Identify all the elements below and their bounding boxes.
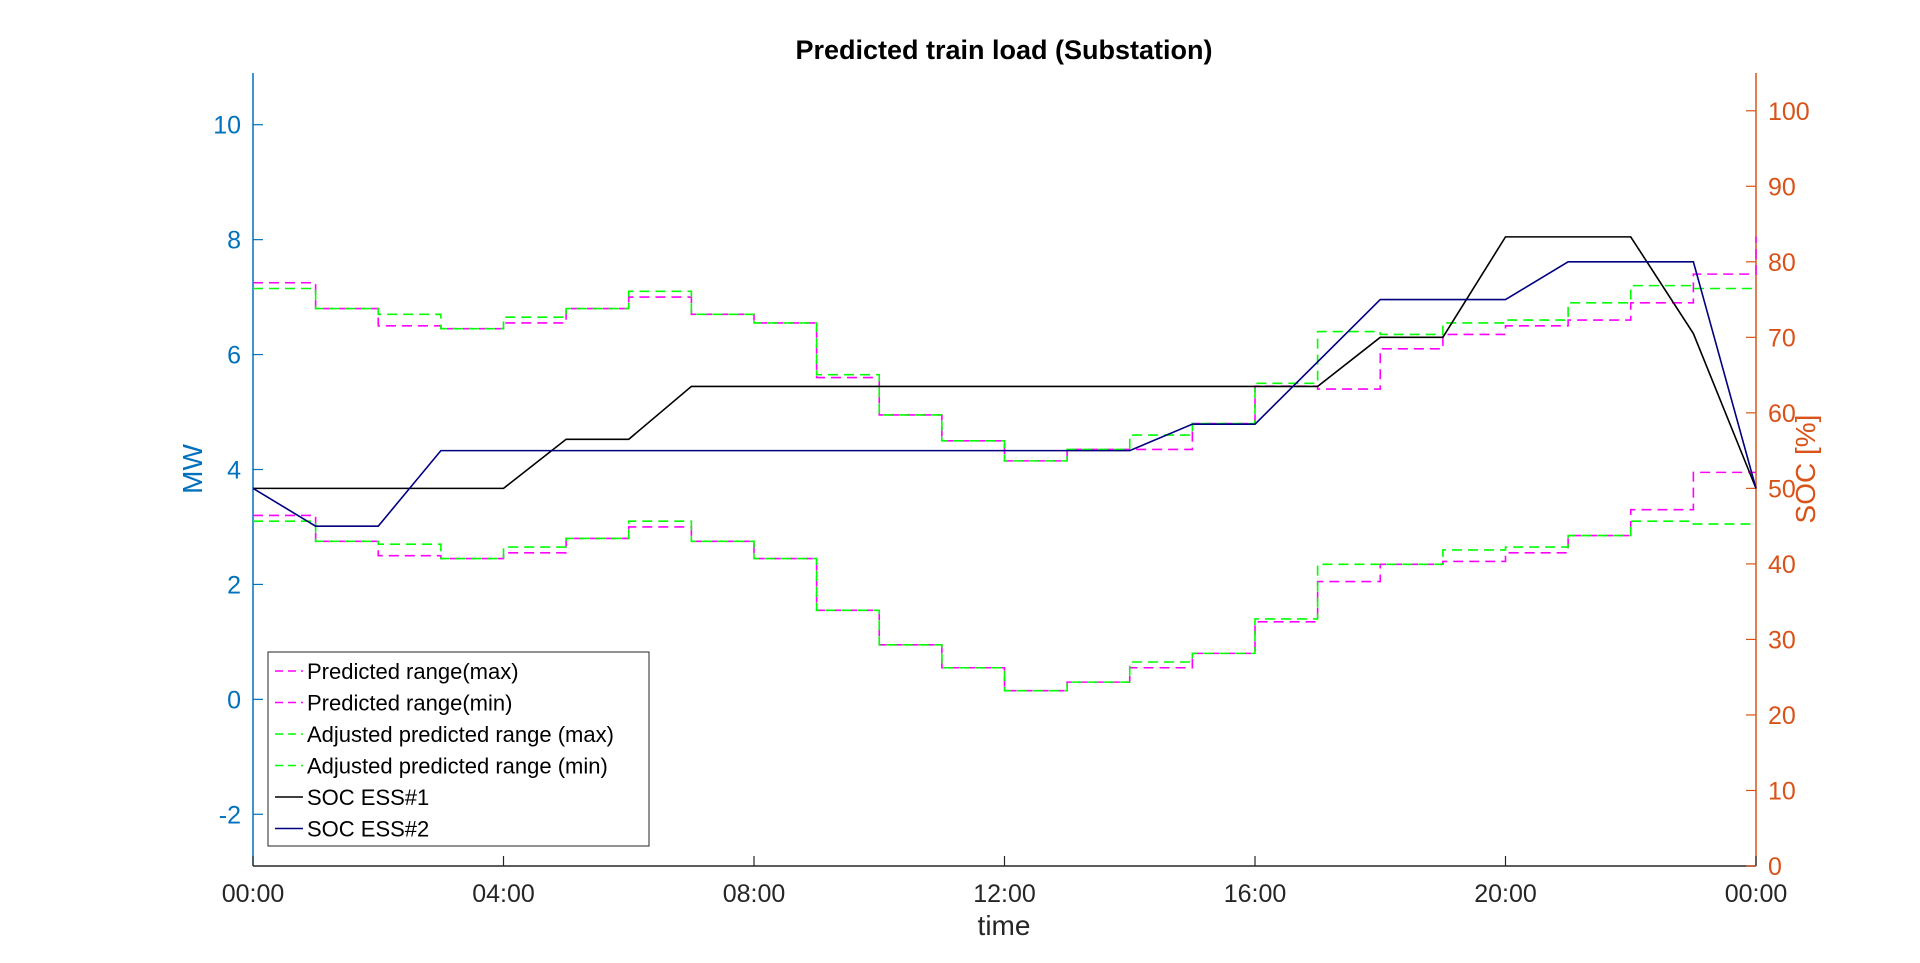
x-tick-label: 08:00 [723,880,786,908]
left-y-tick-label: 10 [213,112,241,140]
legend-label: Adjusted predicted range (max) [307,722,614,747]
right-y-tick-label: 90 [1768,173,1796,201]
x-tick-label: 00:00 [222,880,285,908]
legend-label: SOC ESS#1 [307,785,429,810]
y-ticks-right: 0 10 20 30 40 50 60 70 80 90 100 [1746,98,1810,881]
right-y-tick-label: 10 [1768,777,1796,805]
legend: Predicted range(max) Predicted range(min)… [267,651,650,847]
left-y-tick-label: 4 [227,457,241,485]
x-tick-label: 04:00 [472,880,535,908]
right-y-tick-label: 100 [1768,98,1810,126]
series-line-3 [253,284,1756,462]
series-line-1 [253,236,1757,462]
legend-items: Predicted range(max) Predicted range(min)… [275,659,614,842]
right-y-tick-label: 60 [1768,400,1796,428]
left-y-tick-label: 6 [227,342,241,370]
left-y-axis-label: MW [177,444,208,494]
right-y-tick-label: 50 [1768,475,1796,503]
left-y-tick-label: -2 [219,801,241,829]
left-y-tick-label: 0 [227,686,241,714]
legend-label: Adjusted predicted range (min) [307,754,608,779]
right-y-tick-label: 30 [1768,626,1796,654]
x-ticks: 00:00 04:00 08:00 12:00 16:00 20:00 00:00 [222,856,1788,908]
x-tick-label: 20:00 [1474,880,1537,908]
right-y-tick-label: 20 [1768,702,1796,730]
left-y-tick-label: 2 [227,571,241,599]
right-y-tick-label: 40 [1768,551,1796,579]
x-tick-label: 16:00 [1224,880,1287,908]
x-tick-label: 12:00 [973,880,1036,908]
left-y-tick-label: 8 [227,227,241,255]
right-y-tick-label: 80 [1768,249,1796,277]
series-layer [252,236,1757,692]
right-y-tick-label: 0 [1768,853,1782,881]
series-line-6 [252,261,1757,527]
legend-label: Predicted range(min) [307,691,512,716]
x-axis-label: time [978,910,1031,941]
chart-title: Predicted train load (Substation) [795,35,1212,65]
legend-label: SOC ESS#2 [307,817,429,842]
right-y-axis-label: SOC [%] [1790,415,1821,524]
x-tick-label: 00:00 [1725,880,1788,908]
series-line-4 [253,520,1756,692]
legend-box [267,651,650,847]
right-y-tick-label: 70 [1768,324,1796,352]
legend-label: Predicted range(max) [307,659,519,684]
series-line-5 [253,236,1757,490]
y-ticks-left: -2 0 2 4 6 8 10 [213,112,263,829]
